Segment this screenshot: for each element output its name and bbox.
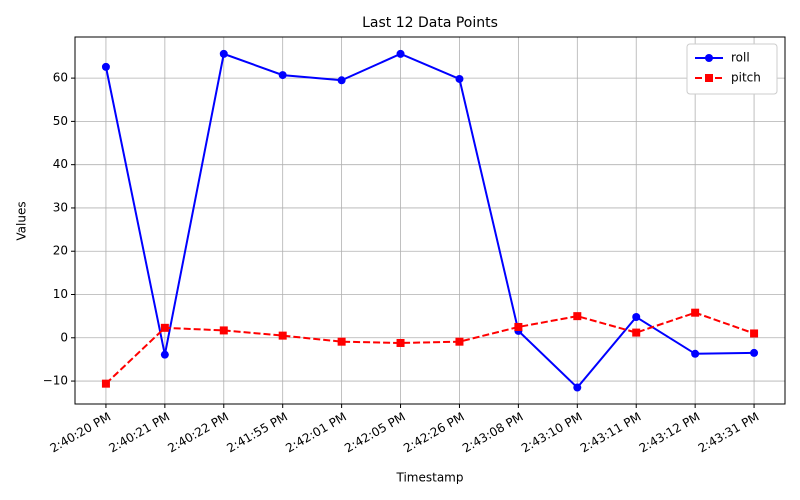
point [573,383,582,392]
point [514,322,523,331]
chart-title: Last 12 Data Points [362,15,498,31]
y-tick-label: 20 [53,244,68,258]
y-tick-label: 40 [53,157,68,171]
x-tick-label: 2:43:12 PM [637,410,703,456]
point [691,349,700,358]
point [278,331,287,340]
point [691,308,700,317]
x-tick-label: 2:40:21 PM [106,410,172,456]
legend-label: pitch [731,71,761,85]
point [337,76,346,85]
x-tick-label: 2:43:10 PM [519,410,585,456]
point [396,49,405,58]
x-tick-label: 2:42:05 PM [342,410,408,456]
point [219,49,228,58]
y-tick-label: 60 [53,71,68,85]
x-tick-label: 2:43:11 PM [578,410,644,456]
legend-label: roll [731,51,750,65]
x-tick-label: 2:43:31 PM [696,410,762,456]
point [396,338,405,347]
y-tick-label: 10 [53,287,68,301]
y-tick-label: −10 [43,374,68,388]
point [101,379,110,388]
legend: roll pitch [686,43,778,95]
point [632,313,641,322]
x-tick-label: 2:42:26 PM [401,410,467,456]
point [278,71,287,80]
x-tick-label: 2:42:01 PM [283,410,349,456]
x-tick-label: 2:40:20 PM [48,410,114,456]
x-axis-label: Timestamp [396,471,464,485]
point [160,350,169,359]
point [455,74,464,83]
y-tick-label: 30 [53,200,68,214]
x-tick-label: 2:43:08 PM [460,410,526,456]
y-tick-label: 50 [53,114,68,128]
point [750,348,759,357]
series-line [105,311,755,385]
point [219,326,228,335]
point [455,337,464,346]
x-tick-label: 2:41:55 PM [224,410,290,456]
grid [75,37,785,404]
plot-frame [74,36,786,405]
point [160,323,169,332]
point [705,74,713,82]
point [337,337,346,346]
point [750,329,759,338]
y-axis-label: Values [15,201,29,240]
x-tick-label: 2:40:22 PM [165,410,231,456]
y-tick-label: 0 [60,330,68,344]
point [101,62,110,71]
point [632,328,641,337]
series-line [104,52,755,390]
point [573,312,582,321]
point [705,54,713,62]
